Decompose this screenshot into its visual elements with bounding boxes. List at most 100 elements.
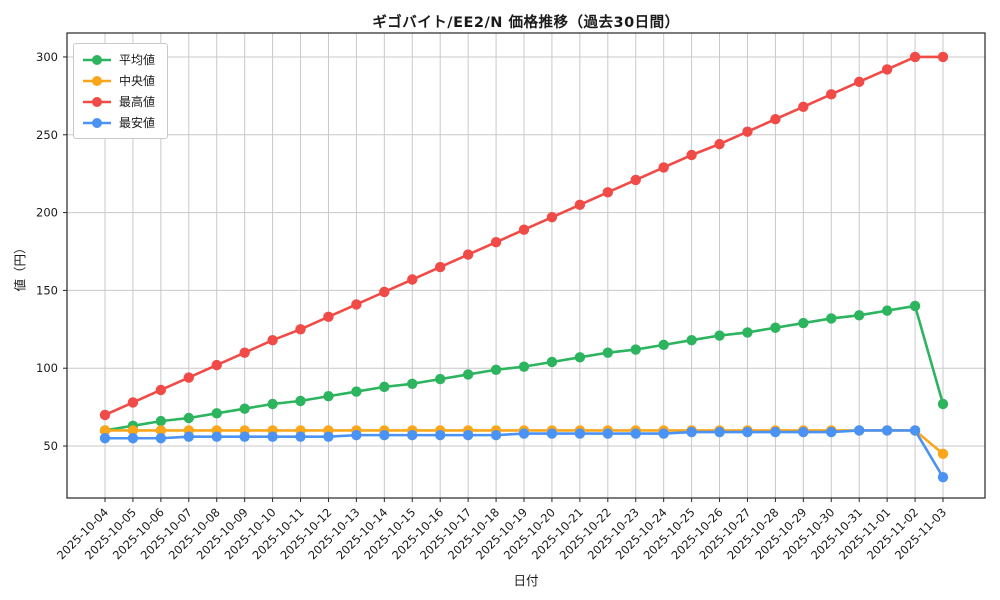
legend-item-max: 最高値: [82, 93, 155, 110]
data-point-mean: [881, 305, 893, 316]
data-point-max: [99, 409, 111, 421]
x-axis-label: 日付: [513, 573, 539, 588]
data-point-min: [686, 426, 697, 438]
data-point-mean: [211, 408, 222, 419]
data-point-max: [770, 114, 781, 125]
legend-item-min: 最安値: [82, 114, 155, 131]
data-point-min: [295, 431, 306, 442]
data-point-max: [407, 274, 418, 285]
data-point-mean: [937, 398, 949, 410]
data-point-min: [937, 471, 949, 483]
data-point-max: [714, 138, 725, 150]
data-point-min: [770, 426, 781, 438]
data-point-min: [518, 428, 530, 439]
data-point-max: [127, 397, 139, 408]
data-point-max: [323, 311, 334, 323]
data-point-mean: [407, 378, 418, 389]
data-point-min: [658, 428, 669, 439]
data-point-mean: [602, 347, 613, 358]
legend-marker-mean: [83, 54, 111, 65]
data-point-max: [490, 236, 502, 248]
data-point-median: [937, 448, 949, 460]
data-point-mean: [518, 361, 530, 372]
legend-label-max: 最高値: [119, 95, 156, 109]
data-point-min: [546, 428, 558, 439]
y-tick-label: 300: [36, 50, 58, 64]
data-point-mean: [770, 322, 781, 333]
data-point-mean: [379, 381, 390, 393]
legend-item-median: 中央値: [82, 72, 155, 89]
data-point-max: [826, 89, 837, 100]
axis-ticks: 2025-10-042025-10-052025-10-062025-10-07…: [36, 50, 949, 562]
data-point-mean: [435, 373, 446, 385]
data-point-min: [881, 425, 893, 436]
data-point-min: [826, 426, 837, 438]
data-point-mean: [854, 310, 865, 321]
data-point-min: [602, 428, 613, 439]
data-point-min: [435, 429, 446, 441]
data-point-max: [881, 64, 893, 75]
data-point-mean: [658, 339, 669, 351]
data-point-max: [658, 162, 669, 173]
data-point-min: [155, 433, 167, 444]
data-point-mean: [686, 334, 697, 346]
data-point-max: [518, 224, 530, 235]
data-point-mean: [909, 300, 921, 312]
data-point-min: [351, 429, 362, 441]
data-point-min: [909, 425, 921, 436]
legend-item-mean: 平均値: [82, 51, 155, 68]
data-point-median: [155, 425, 167, 436]
data-point-mean: [630, 344, 641, 355]
legend-marker-max: [83, 96, 111, 107]
series-min: [99, 425, 949, 483]
data-point-min: [211, 431, 222, 442]
data-point-mean: [546, 356, 558, 368]
legend-marker-median: [83, 75, 111, 86]
data-point-max: [267, 334, 278, 346]
data-point-max: [854, 76, 865, 88]
data-point-min: [742, 426, 753, 438]
y-tick-label: 100: [36, 361, 58, 375]
data-point-mean: [462, 369, 474, 380]
data-point-max: [546, 212, 558, 223]
data-point-min: [490, 429, 502, 441]
data-point-max: [239, 347, 250, 358]
data-point-mean: [742, 327, 753, 338]
plot-border: [66, 32, 986, 499]
data-point-min: [854, 425, 865, 436]
data-point-min: [630, 428, 641, 439]
data-point-min: [239, 431, 250, 442]
data-point-median: [127, 425, 139, 436]
data-point-max: [798, 101, 809, 112]
data-point-mean: [826, 313, 837, 324]
data-point-max: [183, 372, 194, 383]
data-point-min: [183, 431, 194, 442]
chart-title: ギゴバイト/EE2/N 価格推移（過去30日間）: [372, 15, 680, 31]
data-point-min: [99, 433, 111, 444]
legend-label-median: 中央値: [119, 74, 156, 88]
data-point-max: [742, 126, 753, 137]
data-point-mean: [323, 391, 334, 402]
data-point-min: [798, 426, 809, 438]
data-point-max: [351, 299, 362, 310]
y-axis-label: 値（円）: [12, 241, 28, 292]
data-point-mean: [183, 412, 194, 424]
data-point-mean: [798, 317, 809, 329]
data-point-max: [295, 324, 306, 335]
data-point-max: [379, 286, 390, 298]
data-point-mean: [295, 395, 306, 407]
series-mean: [99, 300, 949, 436]
y-tick-label: 200: [36, 206, 58, 220]
data-point-mean: [490, 364, 502, 375]
data-point-mean: [574, 352, 586, 363]
data-point-max: [435, 261, 446, 273]
data-point-min: [407, 429, 418, 441]
legend: 平均値中央値最高値最安値: [73, 43, 169, 139]
data-point-mean: [267, 398, 278, 410]
data-point-max: [155, 384, 167, 396]
data-point-max: [630, 174, 641, 186]
y-tick-label: 150: [36, 283, 58, 297]
data-point-max: [602, 187, 613, 198]
data-point-min: [379, 429, 390, 441]
